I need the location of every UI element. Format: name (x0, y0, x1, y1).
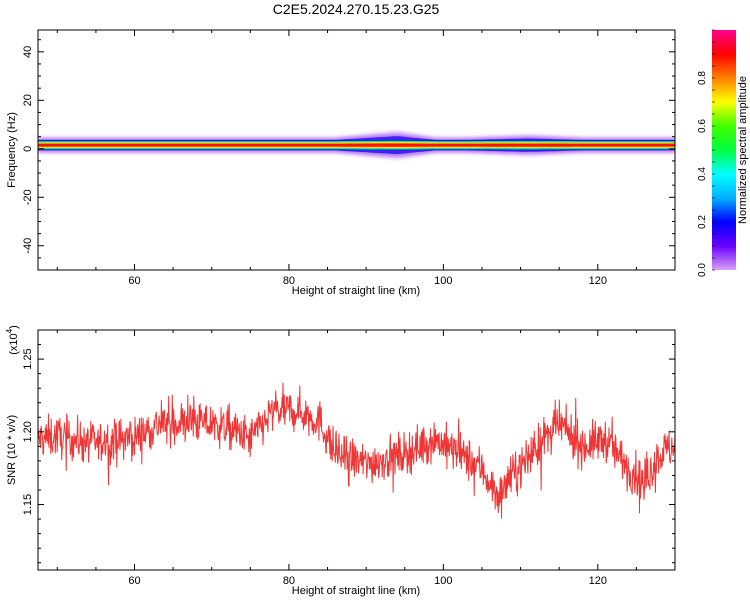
spectrogram-y-tick-label: 0 (22, 146, 34, 152)
snr-x-tick-label: 80 (283, 575, 295, 587)
snr-x-label: Height of straight line (km) (292, 585, 420, 597)
colorbar-tick-label: 0.8 (697, 71, 708, 85)
chart-title: C2E5.2024.270.15.23.G25 (273, 1, 440, 17)
spectrogram-y-tick-label: -20 (22, 189, 34, 205)
spectrogram-y-tick-label: 40 (22, 46, 34, 58)
spectrogram-x-tick-label: 80 (283, 275, 295, 287)
snr-multiplier-exponent: 4 (5, 328, 14, 333)
snr-y-tick-label: 1.20 (22, 421, 34, 442)
spectrogram-panel: 60 80 100 120 -40 -20 0 20 40 Height of straigh… (6, 29, 676, 297)
spectrogram-frame (37, 29, 676, 271)
colorbar-label: Normalized spectral amplitude (737, 76, 749, 224)
snr-series-line (38, 382, 675, 519)
snr-x-tick-label: 60 (128, 575, 140, 587)
colorbar-gradient (712, 30, 736, 270)
spectrogram-x-label: Height of straight line (km) (292, 285, 420, 297)
snr-x-tick-label: 100 (434, 575, 452, 587)
snr-y-tick-label: 1.25 (22, 348, 34, 369)
snr-x-axis: 60 80 100 120 (56, 330, 676, 587)
spectral-band-contour (38, 143, 675, 147)
spectral-band (38, 130, 675, 160)
snr-multiplier-close: ) (8, 325, 20, 329)
snr-y-tick-label: 1.15 (22, 494, 34, 515)
spectrogram-y-tick-label: -40 (22, 238, 34, 254)
snr-multiplier: (x104) (5, 325, 20, 355)
spectrogram-y-label: Frequency (Hz) (6, 112, 18, 188)
snr-y-label: SNR (10 * v/v) (6, 415, 18, 485)
colorbar-ticks: 0.0 0.2 0.4 0.6 0.8 (697, 29, 715, 277)
snr-panel: 60 80 100 120 1.15 1.20 1.25 Height of straig… (5, 325, 676, 597)
spectrogram-x-tick-label: 100 (434, 275, 452, 287)
snr-x-tick-label: 120 (589, 575, 607, 587)
spectrogram-y-tick-label: 20 (22, 94, 34, 106)
spectrogram-y-axis: -40 -20 0 20 40 (22, 39, 675, 271)
spectrogram-x-tick-label: 120 (589, 275, 607, 287)
colorbar-tick-label: 0.2 (697, 215, 708, 229)
colorbar-tick-label: 0.4 (697, 167, 708, 181)
snr-frame (37, 329, 676, 571)
snr-y-axis: 1.15 1.20 1.25 (22, 329, 675, 564)
spectrogram-x-tick-label: 60 (128, 275, 140, 287)
colorbar-tick-label: 0.6 (697, 119, 708, 133)
snr-multiplier-base: (x10 (8, 333, 20, 354)
colorbar: 0.0 0.2 0.4 0.6 0.8 Normalized spectral ampl… (697, 29, 749, 277)
colorbar-tick-label: 0.0 (697, 263, 708, 277)
spectrogram-x-axis: 60 80 100 120 (56, 30, 676, 287)
